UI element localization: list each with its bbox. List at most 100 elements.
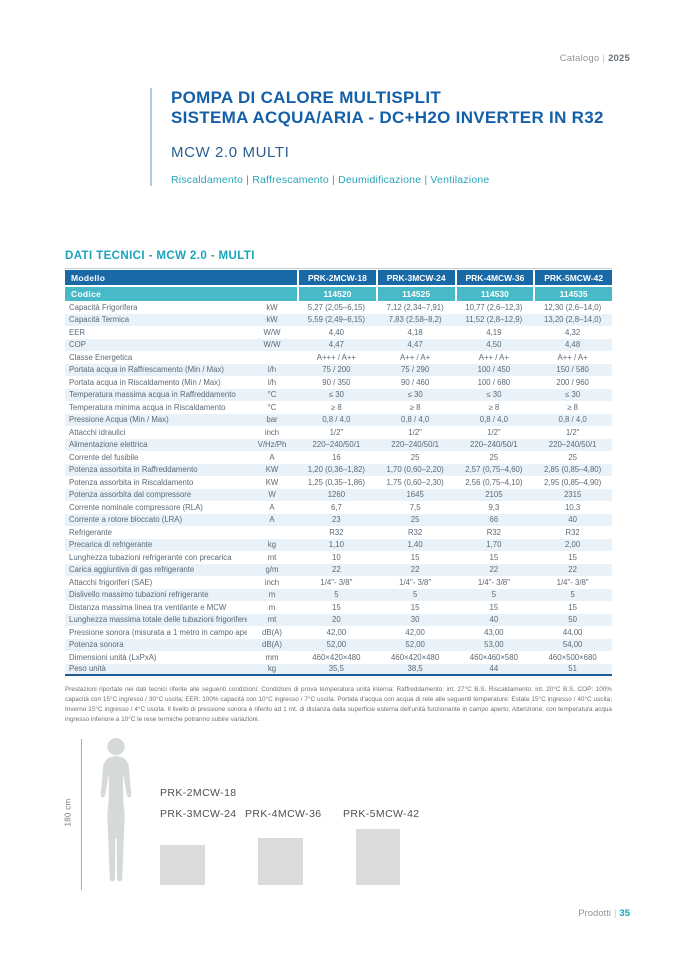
table-row: Attacchi frigoriferi (SAE) inch 1/4"- 3/8"… [65, 576, 612, 589]
code-header-row: Codice 114520 114525 114530 114535 [65, 287, 612, 301]
row-value: 7,5 [409, 502, 421, 512]
row-value: 53,00 [454, 638, 534, 651]
row-label: Distanza massima linea tra ventilante e … [69, 602, 227, 612]
row-value: 0,8 / 4,0 [454, 413, 534, 426]
row-value: 460×500×680 [548, 652, 597, 662]
product-code: 114525 [375, 287, 455, 301]
row-unit: KW [247, 463, 297, 476]
table-row: Alimentazione elettrica V/Hz/Ph 220–240/50… [65, 438, 612, 451]
row-unit: l/h [247, 363, 297, 376]
table-row: COP W/W 4,47 4,47 4,50 4,48 [65, 338, 612, 351]
row-value: 1/2" [487, 427, 501, 437]
product-model-label: PRK-2MCW-18 [160, 787, 237, 799]
row-value: ≥ 8 [330, 402, 342, 412]
row-value: 2,95 (0,85–4,90) [544, 477, 602, 487]
row-value: 5 [297, 588, 376, 601]
person-silhouette-icon [100, 737, 132, 882]
row-value: ≤ 30 [375, 388, 455, 401]
row-value: 22 [297, 563, 376, 576]
row-value: 75 / 200 [297, 363, 376, 376]
model-column-header: PRK-3MCW-24 [375, 270, 455, 287]
product-series-name: MCW 2.0 MULTI [171, 144, 290, 161]
row-label: Attacchi frigoriferi (SAE) [69, 577, 153, 587]
row-value: 1/2" [408, 427, 422, 437]
row-label: Potenza assorbita in Raffreddamento [65, 463, 247, 476]
row-unit: kg [247, 663, 297, 676]
table-row: Dimensioni unità (LxPxA) mm 460×420×480 460… [65, 651, 612, 664]
row-value: 2,85 (0,85–4,80) [533, 463, 612, 476]
row-label: Pressione sonora (misurata a 1 metro in … [69, 627, 247, 637]
row-value: 44 [454, 663, 534, 676]
row-value: 1/4"- 3/8" [477, 577, 510, 587]
row-label: Potenza sonora [65, 638, 247, 651]
row-value: 2315 [533, 488, 612, 501]
row-value: 1,70 (0,60–2,20) [375, 463, 455, 476]
page-number: 35 [619, 908, 630, 919]
row-value: 15 [568, 552, 577, 562]
row-unit: W [247, 488, 297, 501]
row-value: 42,00 [405, 627, 425, 637]
row-unit: mt [267, 552, 277, 562]
product-code: 114530 [454, 287, 534, 301]
row-unit: dB(A) [262, 627, 282, 637]
row-value: 44,00 [562, 627, 583, 637]
row-value: A++ / A+ [557, 352, 588, 362]
header-separator: | [602, 53, 606, 64]
row-value: 75 / 290 [375, 363, 455, 376]
footer-separator: | [613, 908, 617, 919]
row-value: 22 [375, 563, 455, 576]
row-value: 52,00 [297, 638, 376, 651]
row-label: Precarica di refrigerante [65, 538, 247, 551]
row-value: 4,19 [486, 327, 502, 337]
row-value: 2105 [454, 488, 534, 501]
model-column-header: PRK-2MCW-18 [297, 270, 376, 287]
row-label: Portata acqua in Raffrescamento (Min / M… [65, 363, 247, 376]
row-value: 460×420×480 [391, 652, 440, 662]
row-value: R32 [486, 527, 502, 537]
row-value: 10,3 [565, 502, 581, 512]
product-functions: Riscaldamento | Raffrescamento | Deumidi… [171, 174, 490, 186]
table-row: Capacità Frigorifera kW 5,27 (2,05–6,15) 7,… [65, 301, 612, 314]
row-value: 1645 [375, 488, 455, 501]
row-value: 6,7 [330, 502, 342, 512]
row-value: 66 [454, 513, 534, 526]
model-column-header: PRK-4MCW-36 [454, 270, 534, 287]
row-value: 15 [410, 602, 420, 612]
row-label: Alimentazione elettrica [65, 438, 247, 451]
row-label: Lunghezza massima totale delle tubazioni… [65, 613, 247, 626]
row-unit: dB(A) [247, 638, 297, 651]
row-value: 2,57 (0,75–4,60) [454, 463, 534, 476]
row-value: 42,00 [326, 627, 347, 637]
row-value: R32 [329, 527, 344, 537]
row-value: 4,18 [407, 327, 423, 337]
row-value: ≤ 30 [454, 388, 534, 401]
row-value: A++ / A+ [400, 352, 431, 362]
row-value: 460×460×580 [469, 652, 518, 662]
row-label: Temperatura minima acqua in Riscaldament… [69, 402, 226, 412]
row-value: 2,56 (0,75–4,10) [465, 477, 523, 487]
row-label: COP [65, 338, 247, 351]
table-row: Carica aggiuntiva di gas refrigerante g/m… [65, 563, 612, 576]
row-value: 11,52 (2,8–12,9) [454, 313, 534, 326]
table-row: Lunghezza tubazioni refrigerante con pre… [65, 551, 612, 564]
table-row: Corrente del fusibile A 16 25 25 25 [65, 451, 612, 464]
row-value: 90 / 460 [401, 377, 430, 387]
row-label: Capacità Termica [65, 313, 247, 326]
row-value: 22 [454, 563, 534, 576]
table-row: Potenza sonora dB(A) 52,00 52,00 53,00 54,00 [65, 638, 612, 651]
table-row: Corrente nominale compressore (RLA) A 6,7 7… [65, 501, 612, 514]
row-value: 4,47 [297, 338, 376, 351]
row-label: Dislivello massimo tubazioni refrigerant… [65, 588, 247, 601]
unit-size-box-large [356, 829, 400, 885]
row-value: 1260 [297, 488, 376, 501]
product-model-label: PRK-5MCW-42 [343, 808, 420, 820]
row-value: 20 [297, 613, 376, 626]
row-unit: A [269, 452, 275, 462]
row-unit: bar [247, 413, 297, 426]
row-value: 1,75 (0,60–2,30) [386, 477, 444, 487]
row-label: Peso unità [65, 663, 247, 676]
row-value: 220–240/50/1 [533, 438, 612, 451]
page-title: POMPA DI CALORE MULTISPLIT SISTEMA ACQUA… [171, 88, 604, 128]
row-value: 100 / 680 [477, 377, 511, 387]
row-label: Potenza assorbita dal compressore [65, 488, 247, 501]
